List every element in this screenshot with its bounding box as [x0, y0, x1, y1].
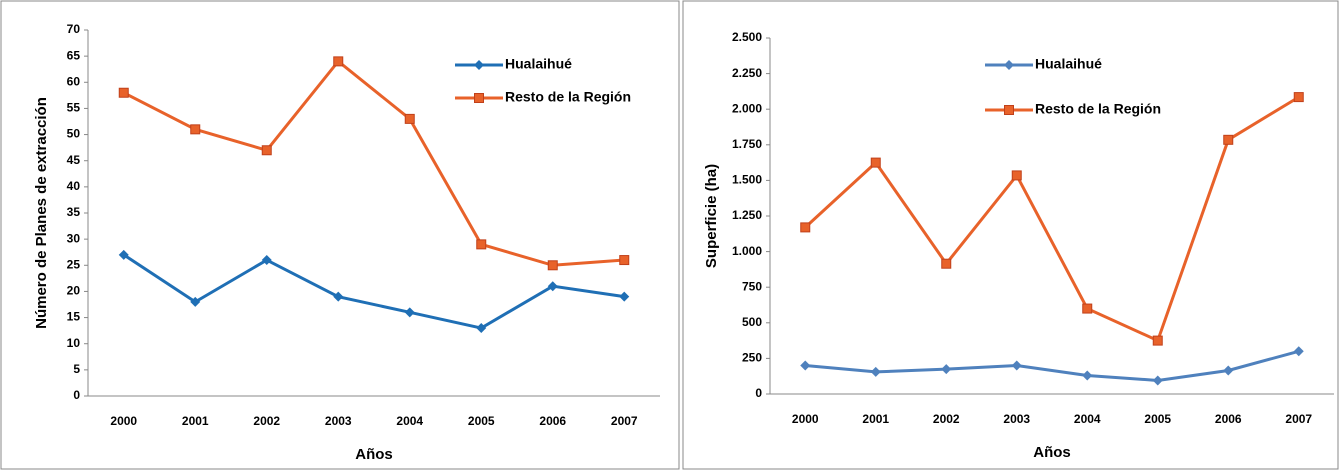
x-tick-label: 2000 — [792, 412, 819, 426]
x-tick-label: 2000 — [110, 414, 137, 428]
marker — [800, 360, 811, 371]
y-tick-label: 1.500 — [732, 173, 762, 187]
x-tick-label: 2001 — [182, 414, 209, 428]
legend-marker — [474, 93, 484, 103]
y-tick-label: 0 — [755, 386, 762, 400]
marker — [870, 366, 881, 377]
y-tick-label: 500 — [742, 315, 762, 329]
x-axis-label: Años — [1033, 444, 1071, 461]
y-tick-label: 30 — [67, 231, 81, 245]
x-tick-label: 2003 — [1003, 412, 1030, 426]
x-axis-label: Años — [355, 446, 393, 463]
legend-marker — [474, 60, 484, 70]
marker — [118, 249, 129, 260]
marker — [476, 239, 487, 250]
x-tick-label: 2005 — [1144, 412, 1171, 426]
x-tick-label: 2004 — [1074, 412, 1101, 426]
marker — [190, 296, 201, 307]
marker — [1082, 370, 1093, 381]
y-tick-label: 15 — [67, 310, 81, 324]
legend-marker — [1004, 105, 1014, 115]
series-line — [805, 349, 1300, 382]
x-tick-label: 2004 — [396, 414, 423, 428]
y-tick-label: 60 — [67, 74, 81, 88]
y-tick-label: 5 — [73, 362, 80, 376]
series-line — [804, 95, 1300, 343]
y-tick-label: 2.250 — [732, 66, 762, 80]
y-tick-label: 50 — [67, 127, 81, 141]
legend-label: Hualaihué — [1035, 56, 1102, 72]
marker — [619, 255, 630, 266]
y-tick-label: 2.000 — [732, 101, 762, 115]
x-tick-label: 2001 — [862, 412, 889, 426]
y-tick-label: 55 — [67, 101, 81, 115]
panel-border — [0, 0, 680, 470]
marker — [1293, 346, 1304, 357]
y-tick-label: 40 — [67, 179, 81, 193]
marker — [333, 56, 344, 67]
x-tick-label: 2006 — [1215, 412, 1242, 426]
marker — [547, 260, 558, 271]
x-tick-label: 2002 — [253, 414, 280, 428]
legend-label: Resto de la Región — [505, 89, 631, 105]
y-tick-label: 750 — [742, 279, 762, 293]
y-tick-label: 20 — [67, 284, 81, 298]
marker — [190, 124, 201, 135]
panel-border — [682, 0, 1339, 470]
x-tick-label: 2007 — [611, 414, 638, 428]
marker — [261, 145, 272, 156]
marker — [1152, 335, 1163, 346]
marker — [476, 323, 487, 334]
marker — [333, 291, 344, 302]
marker — [1293, 92, 1304, 103]
legend-label: Hualaihué — [505, 56, 572, 72]
legend-marker — [1004, 60, 1014, 70]
x-tick-label: 2002 — [933, 412, 960, 426]
marker — [1011, 170, 1022, 181]
y-tick-label: 65 — [67, 48, 81, 62]
marker — [1223, 365, 1234, 376]
marker — [1223, 134, 1234, 145]
x-tick-label: 2006 — [539, 414, 566, 428]
x-tick-label: 2007 — [1285, 412, 1312, 426]
marker — [404, 113, 415, 124]
y-tick-label: 45 — [67, 153, 81, 167]
y-tick-label: 10 — [67, 336, 81, 350]
marker — [1011, 360, 1022, 371]
marker — [800, 222, 811, 233]
marker — [1082, 303, 1093, 314]
y-tick-label: 2.500 — [732, 30, 762, 44]
marker — [404, 307, 415, 318]
y-axis-label: Superficie (ha) — [703, 164, 720, 268]
marker — [619, 291, 630, 302]
marker — [870, 157, 881, 168]
marker — [118, 87, 129, 98]
x-tick-label: 2003 — [325, 414, 352, 428]
y-tick-label: 1.250 — [732, 208, 762, 222]
series-line — [123, 59, 625, 267]
y-axis-label: Número de Planes de extracción — [33, 97, 50, 329]
y-tick-label: 250 — [742, 351, 762, 365]
x-tick-label: 2005 — [468, 414, 495, 428]
series-line — [122, 253, 625, 330]
y-tick-label: 1.750 — [732, 137, 762, 151]
y-tick-label: 35 — [67, 205, 81, 219]
y-tick-label: 70 — [67, 22, 81, 36]
marker — [941, 364, 952, 375]
marker — [261, 255, 272, 266]
y-tick-label: 25 — [67, 257, 81, 271]
marker — [547, 281, 558, 292]
y-tick-label: 0 — [73, 388, 80, 402]
y-tick-label: 1.000 — [732, 244, 762, 258]
marker — [941, 258, 952, 269]
marker — [1152, 375, 1163, 386]
legend-label: Resto de la Región — [1035, 101, 1161, 117]
